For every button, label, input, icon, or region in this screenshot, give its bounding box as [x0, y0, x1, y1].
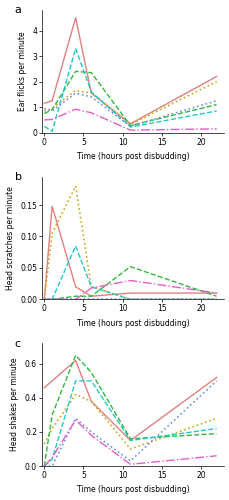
X-axis label: Time (hours post disbudding): Time (hours post disbudding) [76, 486, 189, 494]
X-axis label: Time (hours post disbudding): Time (hours post disbudding) [76, 152, 189, 161]
Text: a: a [14, 5, 21, 15]
Y-axis label: Head scratches per minute: Head scratches per minute [5, 186, 14, 290]
Text: c: c [14, 338, 21, 348]
Y-axis label: Ear flicks per minute: Ear flicks per minute [18, 32, 27, 111]
Text: b: b [14, 172, 22, 182]
X-axis label: Time (hours post disbudding): Time (hours post disbudding) [76, 319, 189, 328]
Y-axis label: Head shakes per minute: Head shakes per minute [10, 358, 19, 452]
